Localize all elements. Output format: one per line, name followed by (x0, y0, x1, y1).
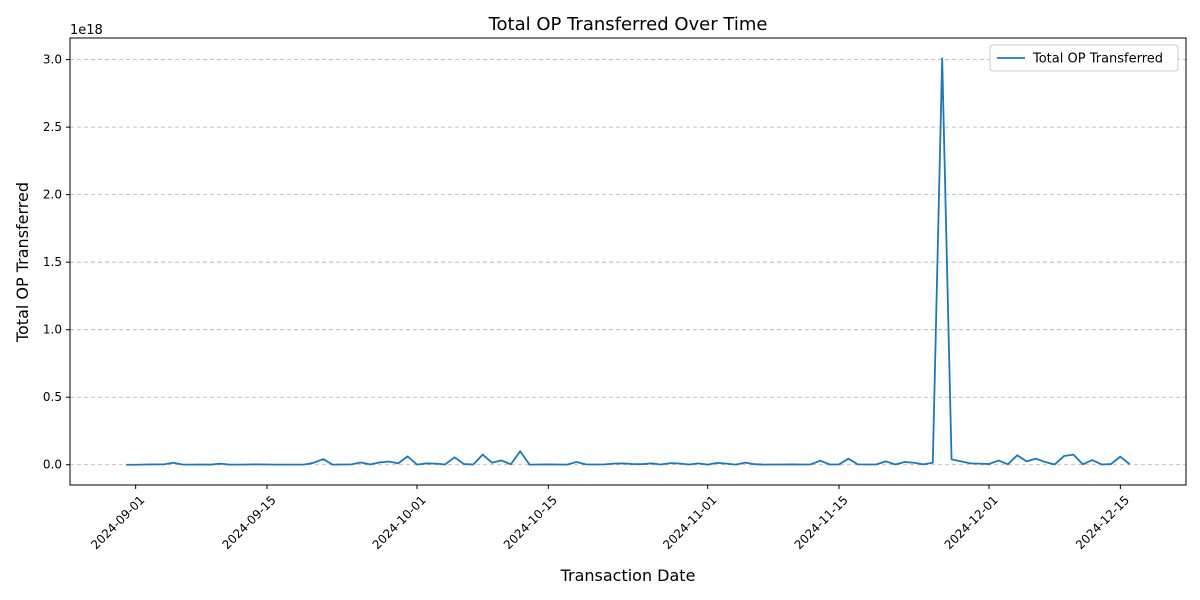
legend-label: Total OP Transferred (1032, 52, 1163, 67)
x-axis-label: Transaction Date (560, 566, 696, 585)
data-line (126, 57, 1131, 466)
y-tick-label: 0.5 (43, 390, 62, 404)
y-tick-label: 3.0 (43, 53, 62, 67)
y-tick-label: 2.5 (43, 120, 62, 134)
y-tick-label: 0.0 (43, 458, 62, 472)
y-axis-label: Total OP Transferred (13, 182, 32, 343)
y-tick-label: 1.5 (43, 255, 62, 269)
y-tick-label: 2.0 (43, 188, 62, 202)
legend-box (989, 44, 1179, 72)
plot-frame (69, 37, 1187, 486)
y-offset-label: 1e18 (70, 23, 103, 38)
y-tick-label: 1.0 (43, 323, 62, 337)
chart-title: Total OP Transferred Over Time (488, 14, 768, 35)
